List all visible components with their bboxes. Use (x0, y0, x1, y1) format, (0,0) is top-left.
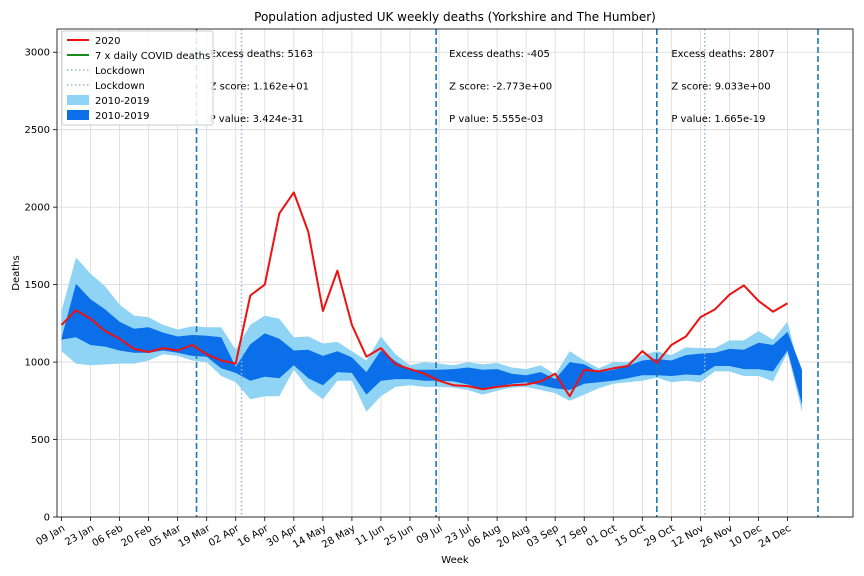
bands (61, 257, 802, 412)
x-tick-label: 06 Feb (90, 523, 125, 549)
x-tick-label: 02 Apr (207, 523, 242, 550)
x-tick-label: 16 Apr (236, 523, 271, 550)
x-tick-label: 25 Jun (383, 523, 416, 548)
legend-label-2020: 2020 (95, 36, 120, 47)
x-tick-label: 03 Sep (525, 523, 561, 550)
annotation-text: P value: 3.424e-31 (210, 114, 304, 125)
annotation-text: P value: 1.665e-19 (671, 114, 765, 125)
band-2010-2019-inner (61, 283, 802, 405)
x-tick-label: 06 Aug (466, 523, 502, 550)
y-tick-label: 3000 (25, 48, 50, 59)
x-axis-label: Week (441, 555, 469, 566)
lines (60, 29, 819, 517)
legend-swatch-band-outer (67, 95, 89, 105)
x-tick-label: 17 Sep (554, 523, 590, 550)
legend-label-covid: 7 x daily COVID deaths (95, 51, 210, 62)
y-tick-label: 1000 (25, 358, 50, 369)
legend-label-lockdown-2: Lockdown (95, 81, 145, 92)
legend-swatch-band-inner (67, 110, 89, 120)
legend-label-band-outer: 2010-2019 (95, 96, 150, 107)
y-tick-label: 2500 (25, 125, 50, 136)
annotation-text: Z score: 1.162e+01 (210, 81, 309, 92)
annotation-text: Z score: 9.033e+00 (671, 81, 770, 92)
x-tick-label: 26 Nov (699, 523, 735, 550)
x-tick-label: 11 Jun (354, 523, 387, 548)
x-tick-label: 20 Feb (120, 523, 155, 549)
x-tick-label: 10 Dec (728, 523, 764, 550)
y-tick-label: 1500 (25, 280, 50, 291)
y-tick-label: 500 (31, 435, 50, 446)
series-2020-line (60, 191, 789, 398)
annotation-text: Excess deaths: 5163 (210, 49, 313, 60)
y-axis-label: Deaths (11, 255, 22, 290)
annotation-text: P value: 5.555e-03 (449, 114, 543, 125)
x-tick-label: 24 Dec (757, 523, 793, 550)
x-tick-label: 28 May (320, 523, 357, 551)
y-tick-label: 0 (44, 513, 50, 524)
legend-label-band-inner: 2010-2019 (95, 111, 150, 122)
annotation-text: Excess deaths: 2807 (671, 49, 774, 60)
x-tick-label: 19 Mar (177, 523, 213, 550)
annotation-text: Z score: -2.773e+00 (449, 81, 552, 92)
x-tick-label: 15 Oct (614, 523, 648, 549)
x-tick-label: 20 Aug (495, 523, 531, 550)
x-tick-label: 09 Jan (34, 523, 67, 548)
legend-box (61, 30, 214, 126)
legend-label-lockdown-1: Lockdown (95, 66, 145, 77)
plot-frame (56, 28, 854, 518)
band-2010-2019-outer (61, 257, 802, 412)
chart-title: Population adjusted UK weekly deaths (Yo… (254, 10, 656, 24)
y-tick-label: 2000 (25, 203, 50, 214)
legend: 2020 7 x daily COVID deaths Lockdown Loc… (61, 30, 214, 126)
annotation-text: Excess deaths: -405 (449, 49, 550, 60)
annotations: Excess deaths: 5163 Z score: 1.162e+01 P v… (210, 49, 775, 125)
x-tick-label: 23 Jan (63, 523, 96, 548)
x-tick-label: 05 Mar (148, 523, 184, 550)
x-tick-label: 12 Nov (670, 523, 706, 550)
x-tick-label: 01 Oct (585, 523, 619, 549)
x-tick-label: 09 Jul (415, 523, 445, 547)
